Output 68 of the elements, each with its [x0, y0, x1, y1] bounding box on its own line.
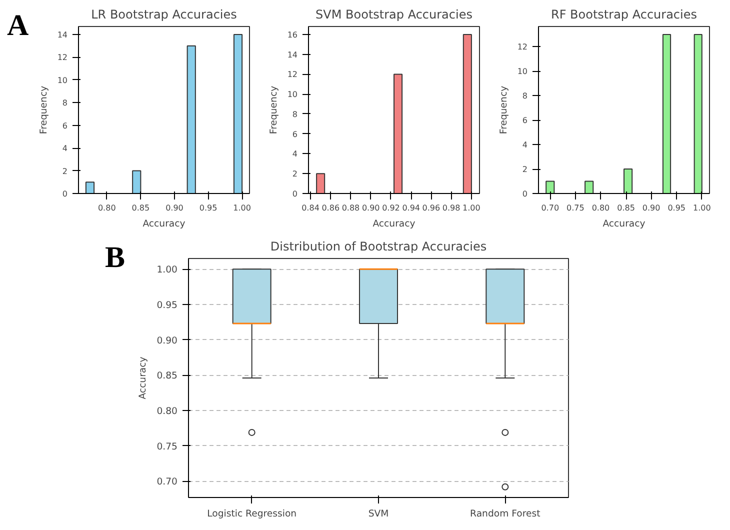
y-tick-label: 14 [287, 50, 298, 60]
chart-title: Distribution of Bootstrap Accuracies [270, 240, 487, 254]
y-tick-label: 0.85 [156, 370, 178, 382]
x-tick-label: 0.95 [668, 204, 686, 212]
y-tick-label: 2 [292, 170, 298, 179]
x-tick-label: 0.70 [541, 204, 560, 212]
x-tick-label: 0.84 [302, 204, 320, 212]
x-tick-label: 1.00 [233, 204, 251, 212]
y-tick-label: 12 [57, 53, 68, 62]
y-tick-label: 0.95 [156, 300, 178, 311]
y-tick-label: 0 [62, 190, 68, 198]
y-tick-label: 6 [292, 130, 298, 139]
x-tick-label: 0.88 [342, 204, 360, 212]
x-tick-label: 0.94 [402, 204, 420, 212]
text: B [105, 240, 126, 276]
x-tick-label: 0.95 [199, 204, 218, 212]
y-tick-label: 4 [522, 140, 528, 150]
y-tick-label: 10 [287, 90, 298, 100]
y-tick-label: 4 [62, 144, 68, 154]
x-tick-label: 0.90 [362, 204, 380, 212]
chart-title: RF Bootstrap Accuracies [551, 8, 698, 22]
y-tick-label: 8 [292, 110, 298, 119]
y-tick-label: 6 [522, 116, 528, 126]
x-tick-label: Random Forest [470, 508, 541, 520]
y-tick-label: 14 [57, 30, 68, 40]
x-tick-label: 1.00 [462, 204, 480, 212]
y-axis-title: Frequency [268, 85, 280, 134]
y-axis-title: Accuracy [138, 356, 149, 400]
y-tick-label: 4 [292, 150, 298, 159]
y-axis-title: Frequency [38, 85, 50, 134]
x-tick-label: 0.96 [422, 204, 440, 212]
y-tick-label: 8 [62, 98, 68, 108]
y-tick-label: 6 [62, 121, 68, 130]
x-tick-label: 0.92 [382, 204, 400, 212]
x-tick-label: 0.85 [132, 204, 150, 212]
chart-title: SVM Bootstrap Accuracies [316, 8, 472, 22]
x-tick-label: 0.80 [592, 204, 610, 212]
y-tick-label: 0 [292, 190, 298, 198]
y-tick-label: 2 [522, 165, 528, 174]
x-tick-label: 0.86 [322, 204, 340, 212]
x-tick-label: 0.98 [442, 204, 460, 212]
x-tick-label: 0.90 [642, 204, 660, 212]
x-tick-label: 0.90 [166, 204, 184, 212]
y-tick-label: 12 [517, 42, 528, 52]
y-tick-label: 2 [62, 166, 68, 176]
x-tick-label: 0.80 [98, 204, 116, 212]
y-tick-label: 0.70 [156, 476, 178, 488]
x-tick-label: 0.85 [617, 204, 635, 212]
y-tick-label: 16 [287, 30, 298, 40]
y-tick-label: 0 [522, 190, 528, 198]
y-tick-label: 0.75 [156, 441, 178, 452]
chart-title: LR Bootstrap Accuracies [91, 8, 237, 22]
y-tick-label: 8 [522, 92, 528, 101]
y-tick-label: 12 [287, 70, 298, 80]
x-axis-title: Accuracy [602, 218, 646, 230]
x-tick-label: SVM [368, 508, 389, 520]
x-axis-title: Accuracy [372, 218, 416, 230]
y-tick-label: 10 [57, 76, 68, 85]
x-axis-title: Accuracy [142, 218, 186, 230]
y-tick-label: 0.90 [156, 335, 178, 346]
y-tick-label: 0.80 [156, 406, 178, 418]
x-tick-label: Logistic Regression [207, 508, 297, 520]
y-tick-label: 1.00 [156, 264, 178, 276]
text: A [7, 8, 29, 44]
x-tick-label: 0.75 [566, 204, 584, 212]
y-axis-title: Frequency [498, 85, 510, 134]
y-tick-label: 10 [517, 67, 528, 76]
x-tick-label: 1.00 [693, 204, 711, 212]
